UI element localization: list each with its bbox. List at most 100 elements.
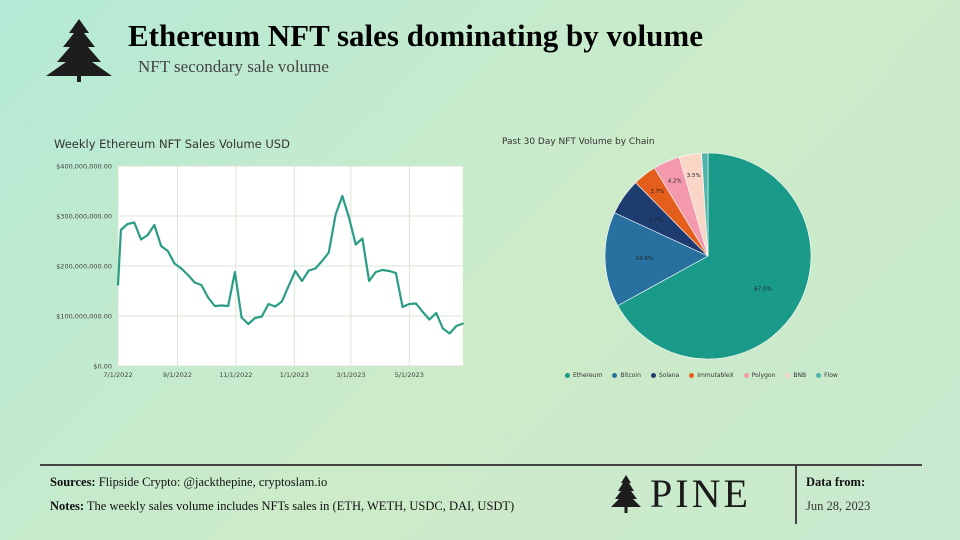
legend-label: Ethereum: [573, 372, 603, 379]
data-point: [354, 243, 357, 246]
data-point: [314, 267, 317, 270]
pie-chart-title: Past 30 Day NFT Volume by Chain: [502, 137, 655, 147]
legend-item-flow: Flow: [816, 372, 838, 379]
data-point: [448, 332, 451, 335]
pie-slice-label: 3.7%: [650, 189, 664, 195]
pie-slice-flow: [701, 152, 709, 257]
page-subtitle: NFT secondary sale volume: [138, 57, 329, 76]
legend-label: Flow: [824, 372, 838, 379]
data-point: [247, 323, 250, 325]
pie-slice-label: 3.5%: [687, 173, 701, 179]
data-point: [301, 280, 303, 282]
x-tick-label: 5/1/2023: [395, 371, 424, 379]
data-point: [146, 234, 149, 236]
sources-text: Flipside Crypto: @jackthepine, cryptosla…: [98, 475, 328, 489]
data-point: [180, 267, 183, 270]
y-tick-label: $400,000,000.00: [56, 163, 112, 171]
legend-item-bnb: BNB: [785, 372, 806, 379]
pie-slice-ethereum: [617, 152, 812, 360]
pie-legend: Ethereum Bitcoin Solana ImmutableX Polygon BN…: [565, 372, 855, 379]
data-point: [321, 260, 324, 262]
data-point: [462, 322, 464, 325]
data-from-date: Jun 28, 2023: [806, 499, 871, 513]
data-point: [117, 284, 119, 286]
data-point: [160, 245, 163, 247]
legend-item-solana: Solana: [650, 372, 680, 379]
data-point: [381, 269, 384, 271]
data-point: [200, 284, 203, 286]
chain-volume-pie-chart: 67.0% 14.9% 5.7% 3.7% 4.2% 3.5%: [604, 152, 812, 360]
data-point: [401, 306, 404, 308]
x-tick-label: 9/1/2022: [163, 371, 192, 379]
data-point: [234, 271, 236, 273]
pine-brand-logo: PINE: [610, 470, 751, 517]
data-point: [361, 237, 364, 240]
x-tick-label: 3/1/2023: [336, 371, 365, 379]
data-point: [166, 250, 169, 252]
data-point: [374, 271, 377, 273]
data-point: [274, 305, 277, 308]
y-tick-label: $0.00: [93, 363, 112, 371]
data-point: [348, 216, 350, 219]
data-point: [260, 315, 263, 318]
sources-label: Sources:: [50, 475, 96, 489]
data-point: [173, 262, 176, 265]
data-point: [153, 224, 156, 226]
data-point: [126, 223, 129, 225]
line-chart-title: Weekly Ethereum NFT Sales Volume USD: [54, 137, 290, 151]
legend-label: Solana: [658, 372, 680, 379]
data-point: [254, 317, 256, 319]
data-from-label: Data from:: [806, 475, 866, 489]
pie-slice-bitcoin: [604, 212, 709, 307]
legend-swatch: [565, 373, 570, 378]
legend-swatch: [689, 373, 695, 378]
legend-item-immutablex: ImmutableX: [689, 372, 734, 379]
legend-label: Polygon: [751, 372, 776, 379]
data-point: [307, 269, 310, 272]
data-point: [327, 251, 330, 254]
data-point: [267, 303, 270, 305]
pine-tree-small-icon: [611, 474, 641, 513]
data-point: [220, 304, 223, 307]
legend-swatch: [785, 373, 791, 378]
data-point: [455, 325, 458, 327]
legend-swatch: [612, 373, 618, 378]
pine-tree-logo-icon: [46, 19, 112, 82]
data-point: [395, 272, 397, 274]
pie-slice-label: 4.2%: [668, 179, 682, 185]
data-point: [388, 270, 391, 272]
legend-item-bitcoin: Bitcoin: [612, 372, 641, 379]
y-tick-label: $200,000,000.00: [56, 263, 112, 271]
y-tick-label: $300,000,000.00: [56, 213, 112, 221]
legend-swatch: [650, 373, 656, 378]
legend-label: ImmutableX: [697, 372, 734, 379]
data-point: [341, 195, 344, 197]
sources-line: Sources: Flipside Crypto: @jackthepine, …: [50, 475, 327, 490]
data-point: [193, 281, 196, 284]
data-point: [133, 221, 136, 224]
data-point: [421, 311, 424, 313]
pie-slice-label: 14.9%: [635, 256, 652, 262]
data-point: [287, 285, 290, 287]
data-point: [428, 318, 431, 321]
notes-text: The weekly sales volume includes NFTs sa…: [86, 499, 515, 513]
data-point: [294, 270, 297, 272]
notes-line: Notes: The weekly sales volume includes …: [50, 499, 514, 514]
data-point: [435, 312, 438, 314]
data-point: [119, 229, 122, 231]
data-point: [368, 280, 370, 282]
data-point: [280, 300, 283, 303]
legend-label: Bitcoin: [620, 372, 641, 379]
x-tick-label: 7/1/2022: [103, 371, 132, 379]
data-point: [207, 296, 209, 299]
legend-swatch: [743, 373, 749, 378]
legend-label: BNB: [793, 372, 807, 379]
weekly-volume-line-chart: $0.00 $100,000,000.00 $200,000,000.00 $300,…: [56, 163, 464, 379]
legend-item-polygon: Polygon: [743, 372, 776, 379]
page-title: Ethereum NFT sales dominating by volume: [128, 18, 703, 53]
data-point: [140, 238, 142, 241]
data-point: [187, 274, 189, 276]
notes-label: Notes:: [50, 499, 85, 513]
pie-slice-label: 5.7%: [649, 217, 663, 223]
data-point: [240, 316, 243, 319]
